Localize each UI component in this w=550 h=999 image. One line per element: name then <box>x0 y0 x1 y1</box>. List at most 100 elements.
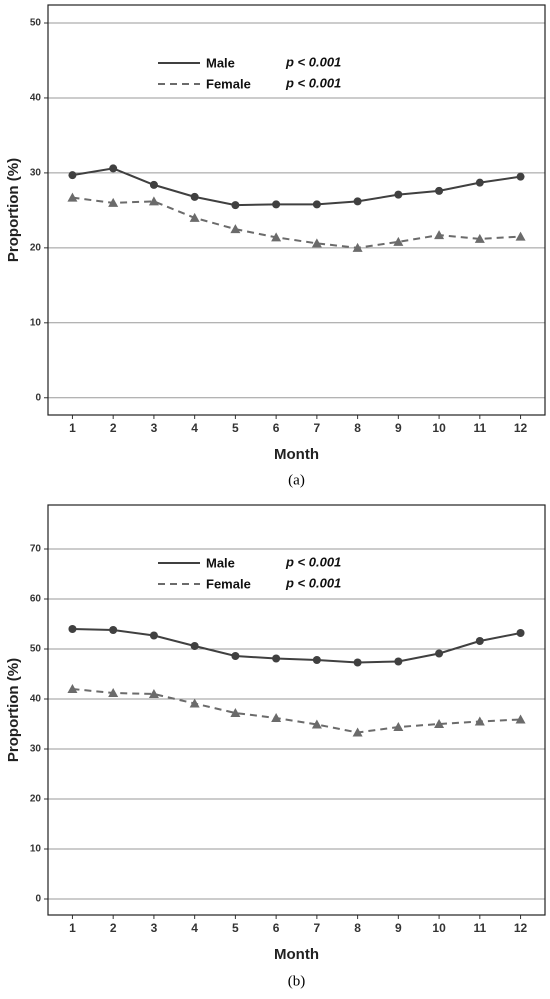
x-tick-label: 4 <box>191 921 198 935</box>
marker <box>190 192 199 201</box>
marker <box>353 197 362 206</box>
marker <box>67 684 78 693</box>
marker <box>189 212 200 222</box>
x-axis-label: Month <box>274 446 319 463</box>
x-tick-label: 6 <box>273 921 280 935</box>
y-tick-label: 30 <box>30 168 42 179</box>
y-tick-label: 50 <box>30 644 42 655</box>
y-tick-label: 0 <box>35 392 41 403</box>
legend-label: Female <box>206 576 251 591</box>
marker <box>352 242 363 252</box>
x-tick-label: 4 <box>191 421 198 435</box>
series-line <box>72 196 521 249</box>
y-tick-label: 50 <box>30 18 42 29</box>
marker <box>189 698 200 708</box>
x-tick-label: 12 <box>514 421 528 435</box>
x-tick-label: 11 <box>473 421 486 435</box>
marker <box>312 656 321 664</box>
marker <box>149 180 158 189</box>
marker <box>516 172 525 181</box>
marker <box>435 186 444 195</box>
marker <box>393 236 404 246</box>
marker <box>272 200 281 209</box>
marker <box>109 164 118 173</box>
legend-annotation: p < 0.001 <box>285 554 341 569</box>
marker <box>67 192 78 202</box>
plot-frame <box>47 504 546 916</box>
x-tick-label: 9 <box>395 421 402 435</box>
x-tick-label: 11 <box>473 921 486 935</box>
x-tick-label: 8 <box>354 921 361 935</box>
x-tick-label: 10 <box>432 921 446 935</box>
marker <box>475 178 484 187</box>
marker <box>435 649 444 658</box>
y-tick-label: 20 <box>30 242 42 253</box>
marker <box>148 689 159 698</box>
x-tick-label: 2 <box>110 921 117 935</box>
marker <box>271 232 282 242</box>
x-tick-label: 1 <box>69 921 76 935</box>
marker <box>394 657 403 666</box>
y-axis-label: Proportion (%) <box>5 158 22 262</box>
marker <box>109 626 118 634</box>
x-tick-label: 2 <box>110 421 117 435</box>
marker <box>190 642 199 650</box>
plot-frame <box>47 4 546 416</box>
marker <box>515 231 526 241</box>
caption: (b) <box>288 973 306 989</box>
marker <box>230 708 241 717</box>
marker <box>352 727 363 737</box>
x-tick-label: 3 <box>151 921 158 935</box>
marker <box>311 238 322 248</box>
series-line <box>72 167 521 207</box>
x-tick-label: 12 <box>514 921 528 935</box>
x-tick-label: 10 <box>432 421 446 435</box>
y-tick-label: 20 <box>30 794 42 805</box>
legend-label: Female <box>206 76 251 91</box>
marker <box>474 716 485 726</box>
marker <box>353 658 362 667</box>
marker <box>271 713 282 722</box>
marker <box>475 637 484 645</box>
x-tick-label: 8 <box>354 421 361 435</box>
marker <box>68 625 77 633</box>
marker <box>108 688 119 697</box>
marker <box>230 224 241 234</box>
y-tick-label: 40 <box>30 93 42 104</box>
marker <box>312 200 321 209</box>
x-tick-label: 3 <box>151 421 158 435</box>
marker <box>394 190 403 199</box>
x-tick-label: 7 <box>314 921 321 935</box>
marker <box>148 196 159 206</box>
y-tick-label: 0 <box>35 894 41 905</box>
x-tick-label: 7 <box>314 421 321 435</box>
legend-annotation: p < 0.001 <box>285 75 341 90</box>
x-tick-label: 1 <box>69 421 76 435</box>
series-line <box>72 688 521 734</box>
caption: (a) <box>288 472 305 488</box>
marker <box>474 233 485 243</box>
marker <box>272 654 281 663</box>
y-tick-label: 70 <box>30 544 42 555</box>
marker <box>108 197 119 207</box>
marker <box>231 201 240 210</box>
marker <box>515 714 526 724</box>
legend-annotation: p < 0.001 <box>285 54 341 69</box>
series-line <box>72 628 521 664</box>
marker <box>149 631 158 640</box>
x-tick-label: 5 <box>232 921 239 935</box>
x-tick-label: 5 <box>232 421 239 435</box>
y-axis-label: Proportion (%) <box>5 658 22 762</box>
marker <box>68 171 77 180</box>
y-tick-label: 10 <box>30 317 42 328</box>
x-axis-label: Month <box>274 946 319 963</box>
marker <box>231 652 240 660</box>
marker <box>393 722 404 731</box>
legend-label: Male <box>206 55 235 70</box>
y-tick-label: 40 <box>30 694 42 705</box>
y-tick-label: 60 <box>30 594 42 605</box>
